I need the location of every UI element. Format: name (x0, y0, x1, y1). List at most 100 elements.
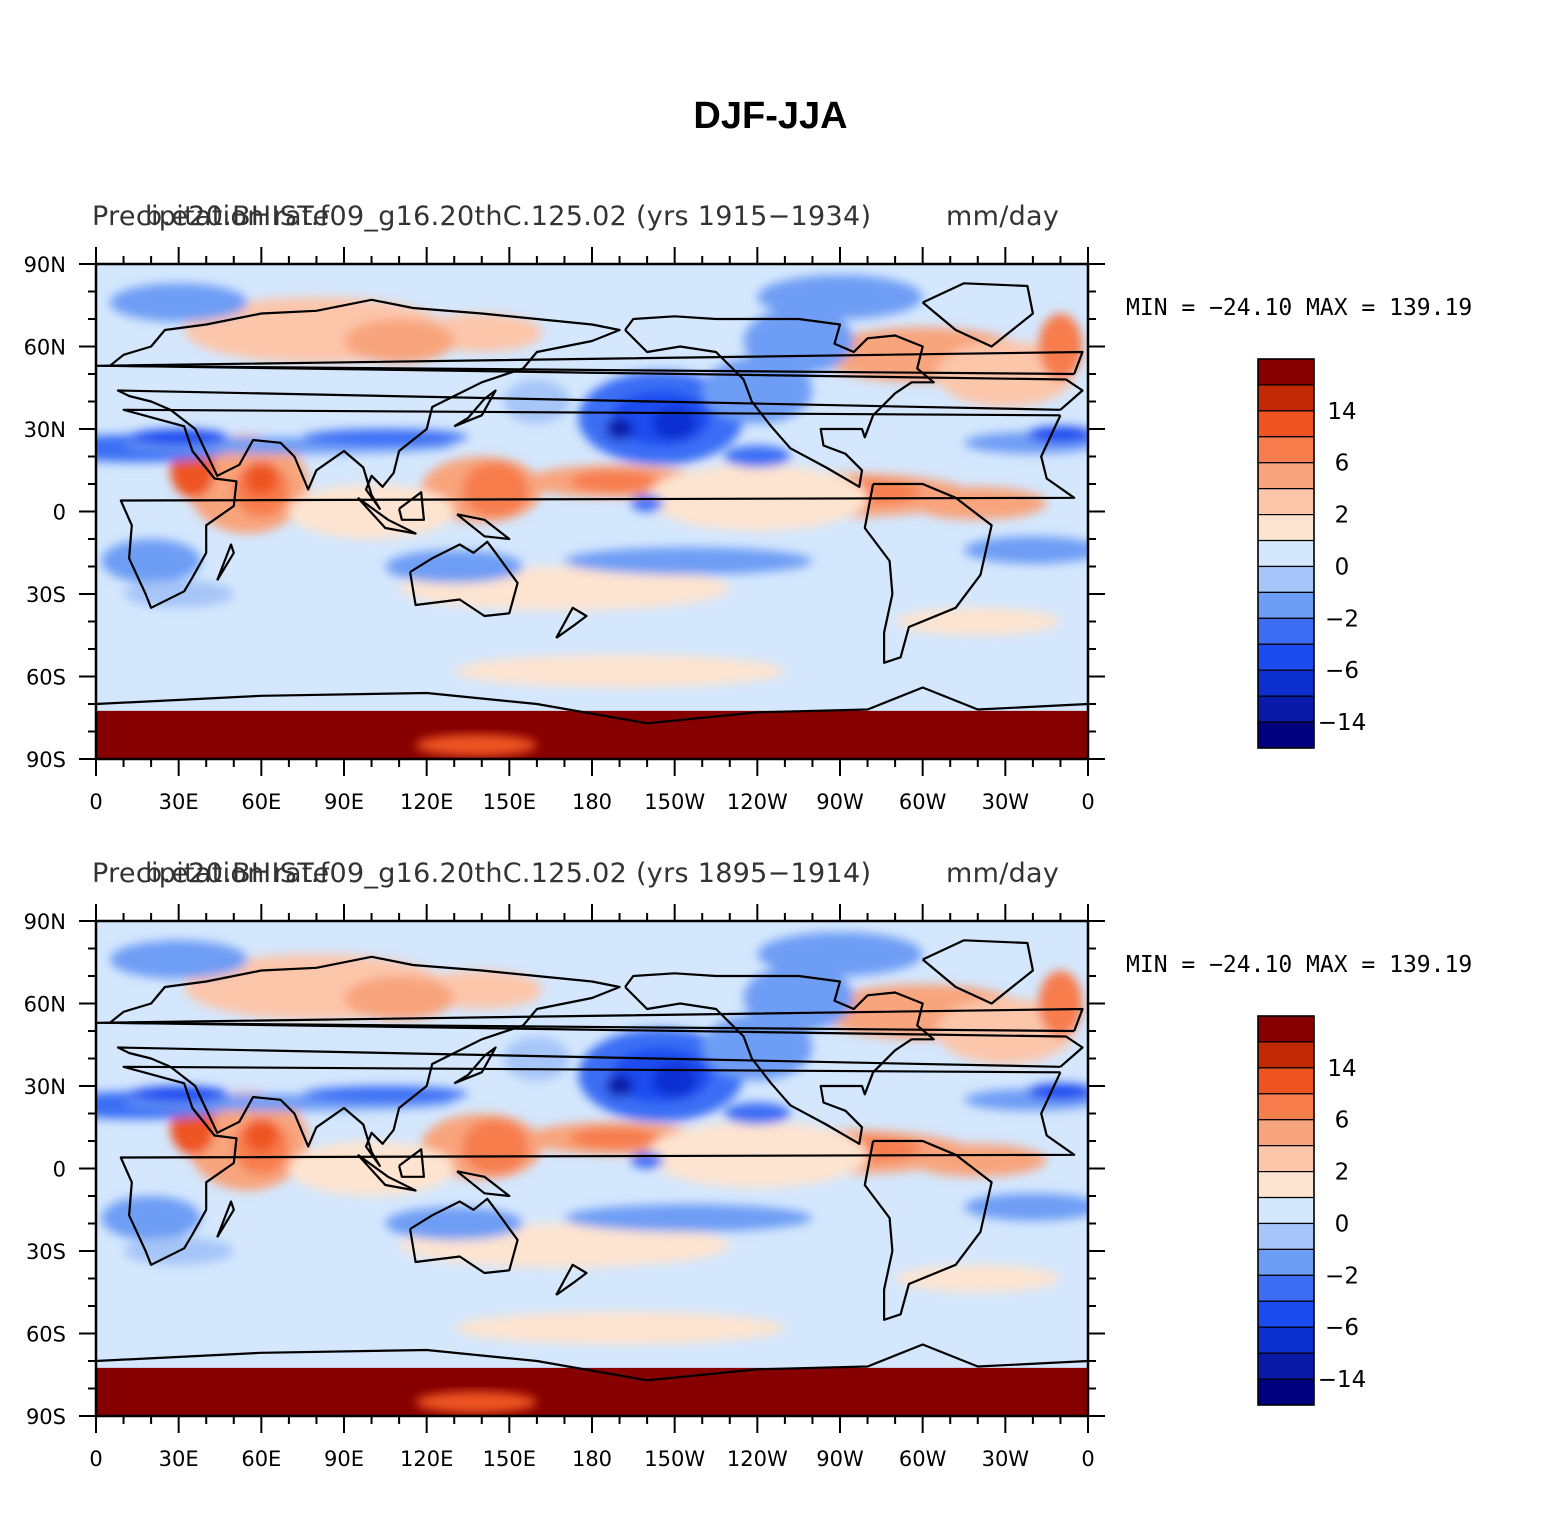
x-tick-label: 60E (241, 790, 281, 814)
x-tick-label: 90W (816, 790, 864, 814)
coastline (216, 543, 235, 581)
x-tick-label: 120W (727, 790, 788, 814)
colorbar-label: 2 (1335, 503, 1350, 529)
y-tick-label: 60N (24, 993, 66, 1017)
precip-anomaly-region (757, 932, 923, 976)
precip-anomaly-region (1038, 313, 1083, 380)
coastline (409, 540, 519, 618)
x-tick-label: 120W (727, 1447, 788, 1471)
precip-anomaly-region (652, 407, 697, 440)
y-tick-label: 30N (24, 418, 66, 442)
x-tick-label: 150W (644, 1447, 705, 1471)
min-max-readout: MIN = −24.10 MAX = 139.19 (1126, 952, 1473, 978)
x-tick-label: 0 (89, 1447, 102, 1471)
x-tick-label: 150E (483, 790, 536, 814)
colorbar-swatch (1257, 721, 1315, 749)
colorbar-swatch (1257, 1067, 1315, 1095)
colorbar-swatch (1257, 410, 1315, 438)
panel-left-title: Precipitation rate (92, 858, 330, 889)
colorbar-swatch (1257, 1222, 1315, 1251)
colorbar-swatch (1257, 462, 1315, 490)
y-tick-label: 30S (26, 1240, 66, 1264)
coastline (96, 350, 1084, 376)
precip-anomaly-region (244, 1119, 278, 1152)
coastline (921, 282, 1034, 348)
precip-anomaly-region (724, 1102, 791, 1125)
colorbar-label: 14 (1327, 1056, 1356, 1082)
y-tick-label: 0 (53, 501, 66, 525)
colorbar-label: 6 (1335, 1108, 1350, 1134)
min-max-readout: MIN = −24.10 MAX = 139.19 (1126, 295, 1473, 321)
coastline (96, 686, 1088, 725)
precip-anomaly-region (462, 462, 529, 517)
coastline (863, 482, 993, 664)
colorbar-swatch (1257, 669, 1315, 697)
precip-anomaly-region (503, 1036, 570, 1081)
precip-anomaly-region (101, 1196, 201, 1240)
colorbar-swatch (1257, 384, 1315, 412)
colorbar-swatch (1257, 1248, 1315, 1276)
colorbar-swatch (1257, 643, 1315, 671)
colorbar-swatch (1257, 1196, 1315, 1225)
x-tick-label: 60E (241, 1447, 281, 1471)
x-tick-label: 0 (1081, 1447, 1094, 1471)
colorbar-swatch (1257, 591, 1315, 619)
map-panel-1895-1914: Precipitation rate b.e20.BHIST.f09_g16.2… (0, 852, 1541, 1492)
colorbar-swatch (1257, 617, 1315, 645)
precip-anomaly-region (569, 470, 659, 493)
precip-anomaly-region (908, 486, 1047, 520)
y-tick-label: 90S (26, 1405, 66, 1429)
panel-center-title: b.e20.BHIST.f09_g16.20thC.125.02 (yrs 19… (145, 201, 872, 232)
colorbar-swatch (1257, 358, 1315, 386)
x-tick-label: 60W (899, 790, 947, 814)
coastline (398, 1148, 425, 1178)
precip-anomaly-region (129, 429, 229, 446)
colorbar-label: −14 (1318, 1367, 1367, 1393)
coastline (119, 1065, 1076, 1266)
coastline (456, 1170, 511, 1198)
x-tick-label: 60W (899, 1447, 947, 1471)
figure-title: DJF-JJA (693, 95, 848, 137)
precip-anomaly-region (101, 539, 201, 583)
colorbar-swatch (1257, 1171, 1315, 1199)
x-tick-label: 30E (159, 1447, 199, 1471)
x-tick-label: 180 (572, 1447, 612, 1471)
colorbar-swatch (1257, 1326, 1315, 1354)
colorbar-swatch (1257, 1378, 1315, 1406)
colorbar-swatch (1257, 488, 1315, 516)
x-tick-label: 150W (644, 790, 705, 814)
colorbar-swatch (1257, 1274, 1315, 1302)
precip-anomaly-region (1027, 426, 1088, 443)
colorbar-swatch (1257, 695, 1315, 723)
x-tick-label: 120E (400, 1447, 453, 1471)
precip-anomaly-region (302, 1086, 468, 1103)
precip-anomaly-region (569, 1127, 659, 1150)
precip-anomaly-region (302, 429, 468, 446)
precip-anomaly-region (757, 275, 923, 319)
x-tick-label: 30W (982, 1447, 1030, 1471)
coastline (555, 606, 588, 639)
y-tick-label: 60S (26, 666, 66, 690)
precip-anomaly-region (1027, 1083, 1088, 1100)
coastline (96, 1007, 1084, 1033)
colorbar-label: −14 (1318, 710, 1367, 736)
antarctic-band (96, 710, 1088, 759)
precip-anomaly-region (129, 1086, 229, 1103)
panel-right-title: mm/day (946, 201, 1060, 232)
colorbar-frame (1257, 358, 1315, 749)
precip-anomaly-region (244, 462, 278, 495)
x-tick-label: 90W (816, 1447, 864, 1471)
coastline (453, 1046, 497, 1085)
precip-anomaly-region (415, 734, 537, 757)
coastline (356, 1153, 417, 1192)
colorbar-label: −2 (1325, 606, 1359, 632)
coastline (108, 955, 1084, 1167)
colorbar-swatch (1257, 436, 1315, 464)
colorbar-label: −6 (1325, 658, 1359, 684)
precip-anomaly-region (109, 940, 248, 979)
y-tick-label: 60S (26, 1323, 66, 1347)
y-tick-label: 60N (24, 336, 66, 360)
coastline (624, 315, 935, 488)
panel-right-title: mm/day (946, 858, 1060, 889)
colorbar-swatch (1257, 1093, 1315, 1121)
